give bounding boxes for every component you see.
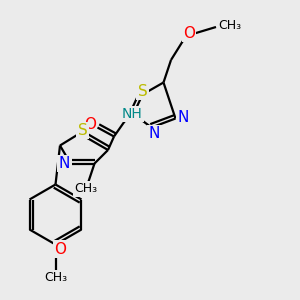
- Text: N: N: [149, 126, 160, 141]
- Text: CH₃: CH₃: [74, 182, 97, 196]
- Text: CH₃: CH₃: [44, 271, 67, 284]
- Text: N: N: [177, 110, 189, 124]
- Text: NH: NH: [122, 107, 142, 121]
- Text: O: O: [84, 117, 96, 132]
- Text: O: O: [183, 26, 195, 40]
- Text: S: S: [78, 123, 87, 138]
- Text: O: O: [54, 242, 66, 256]
- Text: S: S: [138, 84, 147, 99]
- Text: CH₃: CH₃: [218, 19, 241, 32]
- Text: N: N: [59, 156, 70, 171]
